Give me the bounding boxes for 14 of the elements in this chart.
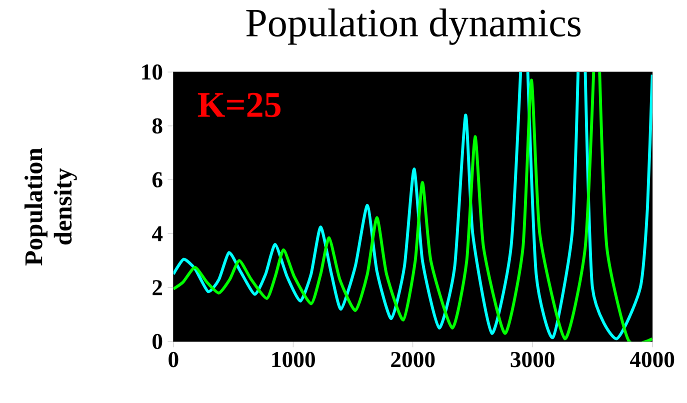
y-tick-label: 0: [152, 334, 162, 350]
y-tick-label: 10: [142, 64, 162, 80]
annotation: K=25: [198, 92, 281, 118]
y-tick-label: 2: [152, 280, 162, 296]
y-tick-label: 4: [152, 226, 163, 242]
x-tick-label: 1000: [272, 352, 315, 368]
x-tick-label: 2000: [391, 352, 435, 368]
x-tick-label: 3000: [510, 352, 554, 368]
y-tick-label: 6: [152, 172, 162, 188]
y-axis-title: Population density: [24, 148, 77, 266]
x-tick-label: 0: [168, 352, 178, 368]
x-tick-label: 4000: [630, 352, 674, 368]
y-tick-label: 8: [152, 118, 162, 134]
chart-title: Population dynamics: [246, 8, 581, 45]
